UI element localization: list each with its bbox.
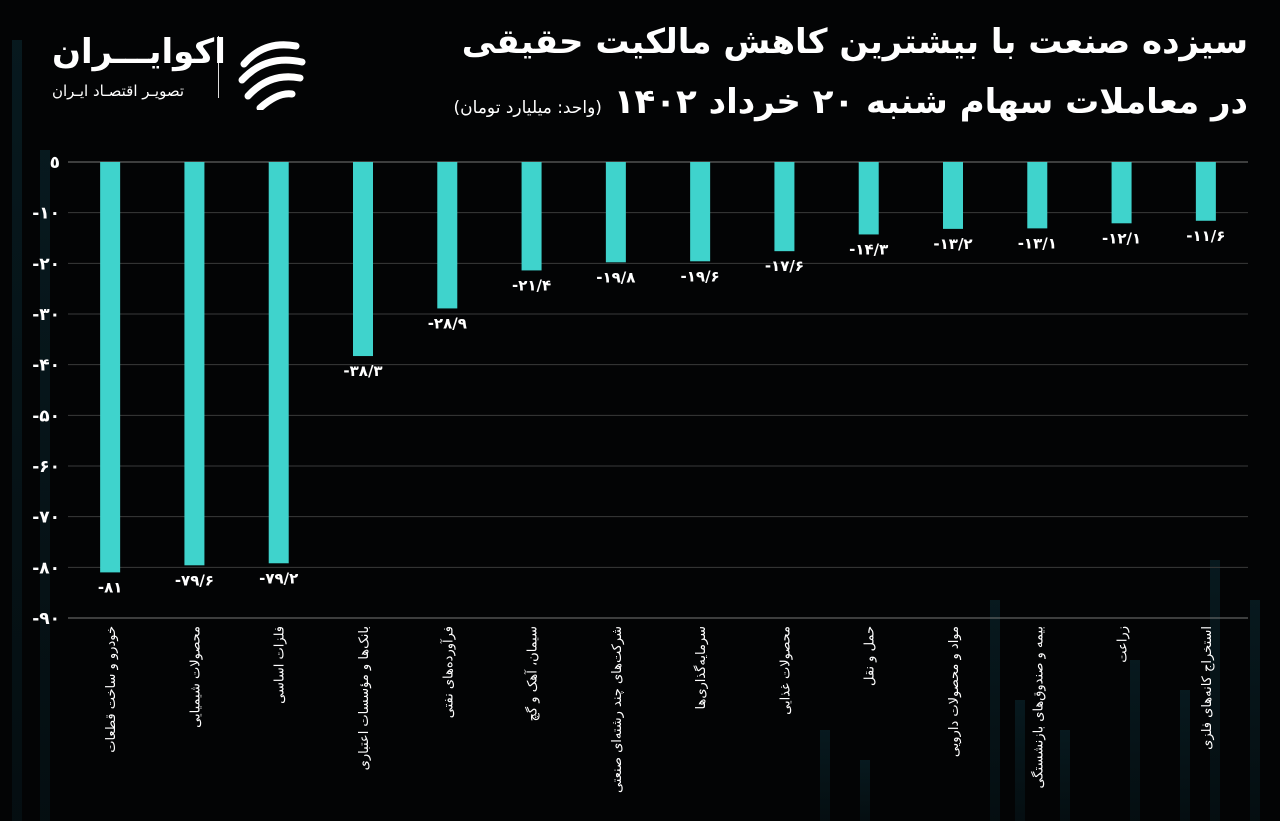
decoration-bar xyxy=(1250,600,1260,821)
decoration-bar xyxy=(1180,690,1190,821)
bar xyxy=(858,162,879,235)
bar xyxy=(690,162,711,262)
decoration-bar xyxy=(1210,560,1220,821)
data-label: -۱۹/۸ xyxy=(596,268,635,286)
data-label: -۱۳/۲ xyxy=(933,235,972,253)
chart-title-line1: سیزده صنعت با بیشترین کاهش مالکیت حقیقی xyxy=(461,22,1248,62)
x-tick-label: فرآورده‌های نفتی xyxy=(439,626,456,718)
bar xyxy=(184,162,205,566)
decoration-bar xyxy=(990,600,1000,821)
x-tick-label: مواد و محصولات دارویی xyxy=(947,626,962,757)
y-tick-label: -۴۰ xyxy=(32,356,60,376)
decoration-bar xyxy=(40,150,50,821)
x-tick-label: شرکت‌های چند رشته‌ای صنعتی xyxy=(610,626,625,793)
data-label: -۱۱/۶ xyxy=(1186,227,1225,245)
logo-divider xyxy=(218,36,219,98)
x-tick-label: فلزات اساسی xyxy=(273,626,288,704)
x-tick-label: محصولات غذایی xyxy=(778,626,793,715)
decoration-bar xyxy=(1015,700,1025,821)
data-label: -۷۹/۲ xyxy=(259,569,298,587)
decoration-bar xyxy=(820,730,830,821)
y-tick-label: -۵۰ xyxy=(32,406,60,426)
bar xyxy=(1111,162,1132,224)
x-tick-label: سیمان، آهک و گچ xyxy=(524,626,541,721)
bar xyxy=(1027,162,1048,229)
y-tick-label: -۸۰ xyxy=(32,558,60,578)
logo-tagline: تصویـر اقتصـاد ایـران xyxy=(52,82,185,100)
y-tick-label: -۷۰ xyxy=(32,508,60,528)
y-tick-label: -۹۰ xyxy=(32,609,60,629)
data-label: -۱۲/۱ xyxy=(1102,229,1141,247)
logo-mark-icon xyxy=(238,41,306,110)
x-tick-label: خودرو و ساخت قطعات xyxy=(104,626,119,753)
bar xyxy=(1195,162,1216,221)
x-tick-label: بیمه و صندوق‌های بازنشستگی xyxy=(1030,626,1046,788)
title-date: در معاملات سهام شنبه ۲۰ خرداد ۱۴۰۲ xyxy=(613,82,1248,122)
decoration-bar xyxy=(1060,730,1070,821)
data-label: -۱۴/۳ xyxy=(849,240,888,258)
logo xyxy=(48,30,318,110)
bar xyxy=(437,162,458,309)
y-tick-label: -۲۰ xyxy=(32,254,60,274)
y-tick-label: -۱۰ xyxy=(32,204,60,224)
x-tick-label: بانک‌ها و مؤسسات اعتباری xyxy=(357,626,372,770)
data-label: -۱۷/۶ xyxy=(765,257,804,275)
x-tick-label: حمل و نقل xyxy=(863,626,878,686)
decoration-bar xyxy=(1130,660,1140,821)
data-label: -۲۸/۹ xyxy=(428,314,467,332)
bar xyxy=(521,162,542,271)
bar xyxy=(605,162,626,263)
decoration-bar xyxy=(12,40,22,821)
decoration-bar xyxy=(860,760,870,821)
unit-label: (واحد: میلیارد تومان) xyxy=(453,98,602,118)
data-label: -۱۹/۶ xyxy=(681,267,720,285)
data-label: -۲۱/۴ xyxy=(512,276,551,294)
bar xyxy=(353,162,373,357)
bar xyxy=(268,162,289,564)
data-label: -۸۱ xyxy=(98,578,123,596)
logo-brand: اکوایـــران xyxy=(52,32,226,72)
data-label: -۱۳/۱ xyxy=(1018,234,1057,252)
y-tick-label: -۳۰ xyxy=(32,305,60,325)
y-tick-label: -۶۰ xyxy=(32,457,60,477)
bar xyxy=(943,162,963,229)
data-label: -۷۹/۶ xyxy=(175,571,214,589)
x-tick-label: زراعت xyxy=(1116,626,1131,663)
x-tick-label: استخراج کانه‌های فلزی xyxy=(1200,626,1215,750)
bar xyxy=(100,162,121,573)
x-tick-label: سرمایه‌گذاری‌ها xyxy=(693,626,709,709)
x-tick-label: محصولات شیمیایی xyxy=(188,626,203,728)
chart-title-line2: در معاملات سهام شنبه ۲۰ خرداد ۱۴۰۲ (واحد… xyxy=(454,82,1248,122)
y-tick-label: ٥ xyxy=(50,153,60,173)
bar xyxy=(774,162,795,252)
data-label: -۳۸/۳ xyxy=(343,362,382,380)
